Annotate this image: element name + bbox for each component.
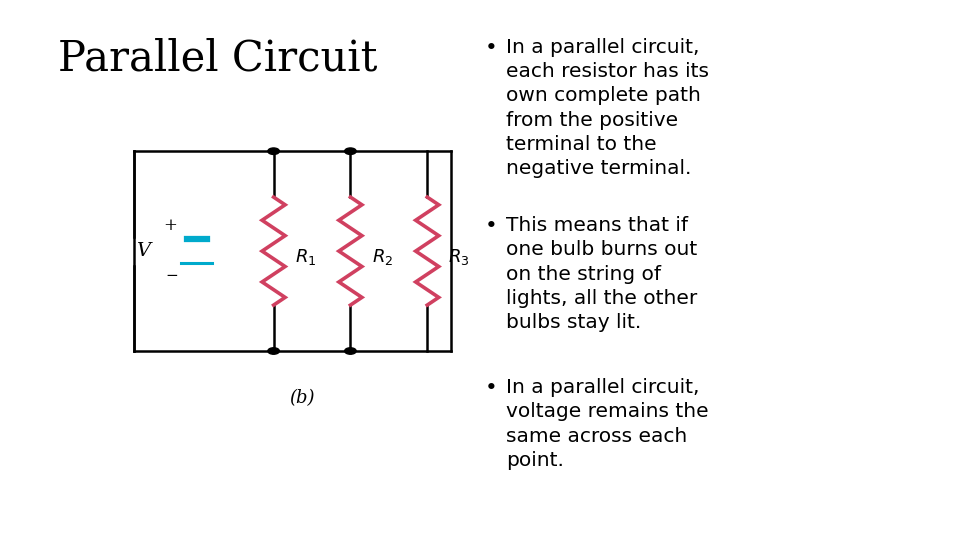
Text: −: − (165, 269, 179, 284)
Text: $R_2$: $R_2$ (372, 246, 393, 267)
Circle shape (268, 348, 279, 354)
Text: $R_3$: $R_3$ (448, 246, 469, 267)
Text: $R_1$: $R_1$ (295, 246, 316, 267)
Text: •: • (485, 216, 497, 236)
Text: +: + (163, 217, 177, 234)
Circle shape (345, 148, 356, 154)
Text: •: • (485, 38, 497, 58)
Text: Parallel Circuit: Parallel Circuit (58, 38, 377, 80)
Circle shape (268, 148, 279, 154)
Circle shape (345, 348, 356, 354)
Text: •: • (485, 378, 497, 398)
Text: In a parallel circuit,
voltage remains the
same across each
point.: In a parallel circuit, voltage remains t… (506, 378, 708, 470)
Text: (b): (b) (290, 389, 315, 407)
Text: In a parallel circuit,
each resistor has its
own complete path
from the positive: In a parallel circuit, each resistor has… (506, 38, 708, 178)
Text: V: V (136, 242, 150, 260)
Text: This means that if
one bulb burns out
on the string of
lights, all the other
bul: This means that if one bulb burns out on… (506, 216, 697, 332)
